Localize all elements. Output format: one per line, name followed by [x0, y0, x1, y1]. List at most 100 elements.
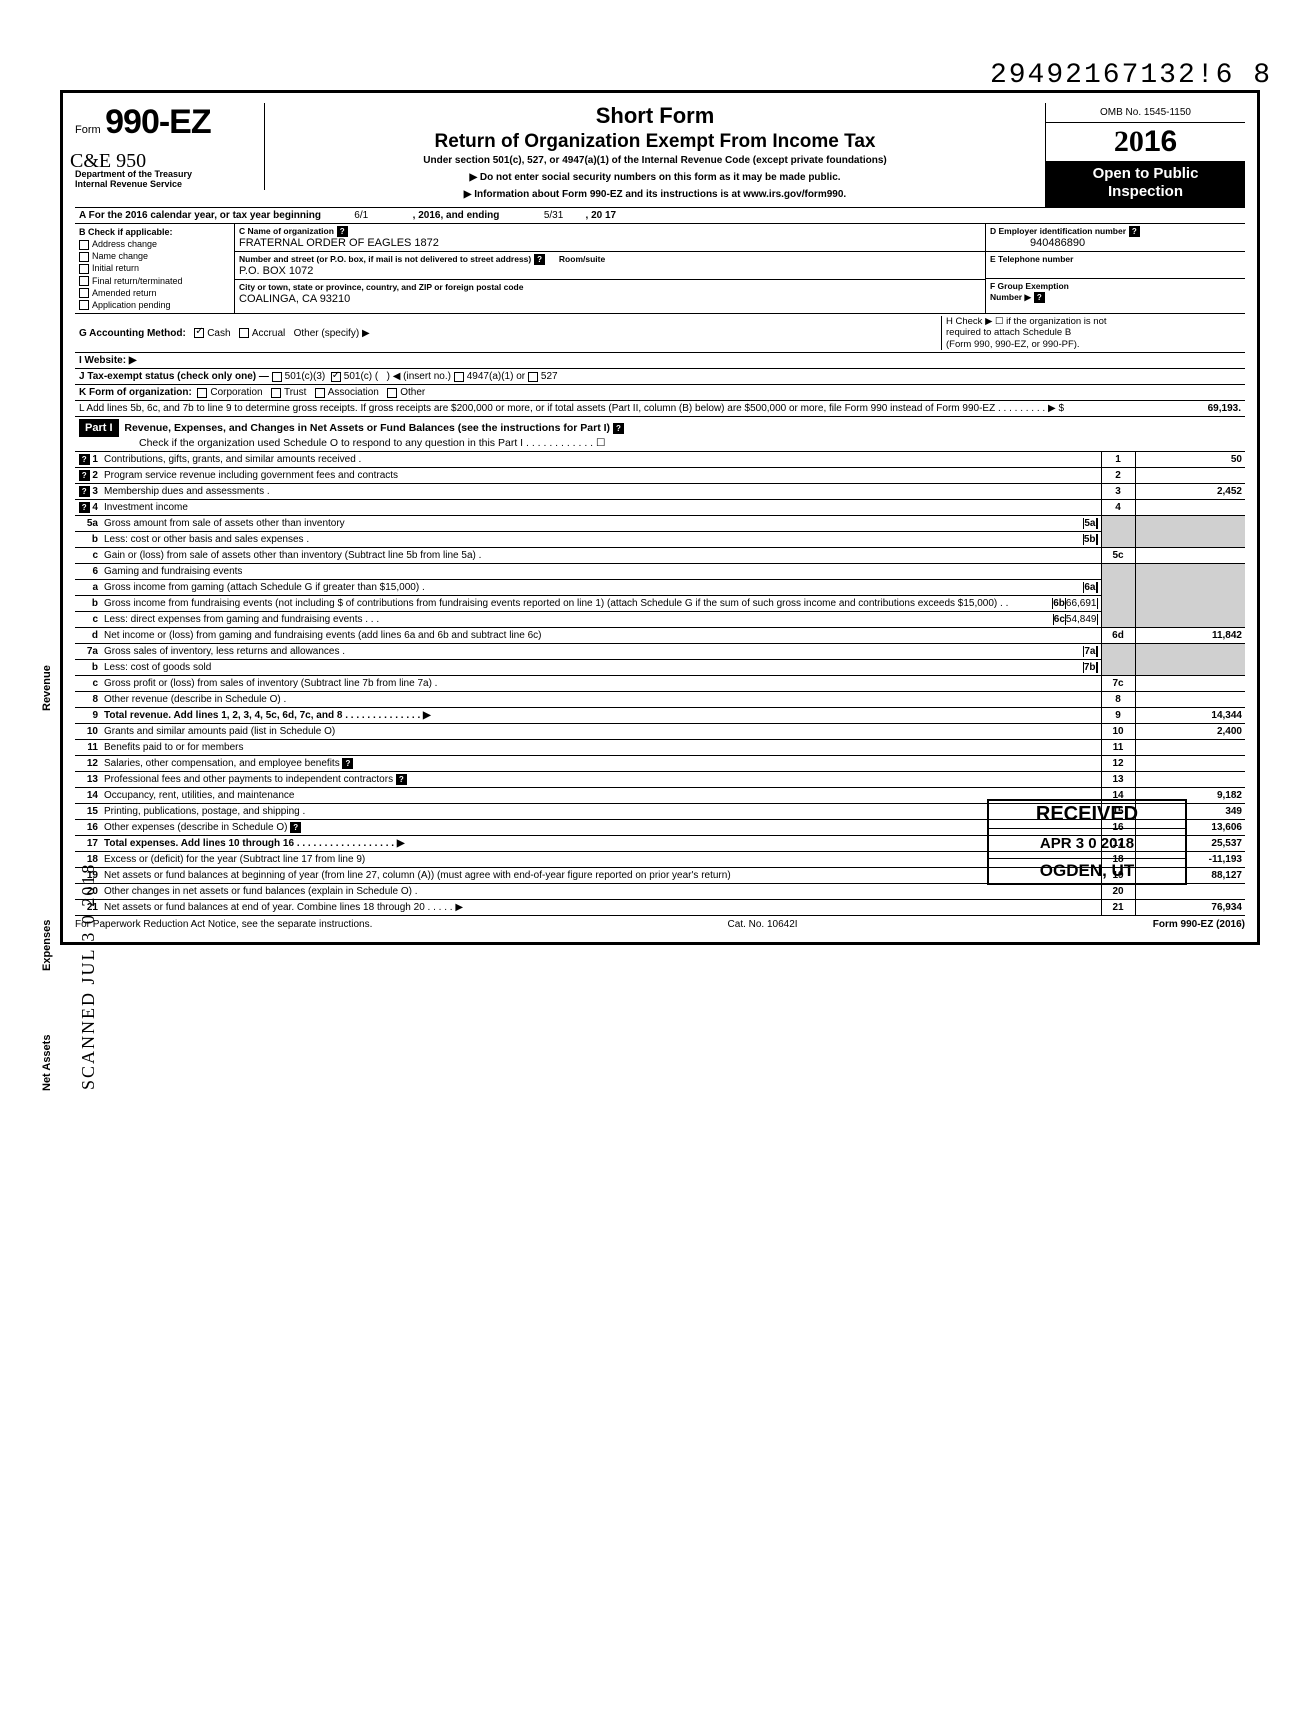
- dept-line2: Internal Revenue Service: [75, 180, 256, 190]
- table-row: bLess: cost of goods sold 7b: [75, 660, 1245, 676]
- k-assoc: Association: [328, 387, 379, 398]
- table-row: 9Total revenue. Add lines 1, 2, 3, 4, 5c…: [75, 708, 1245, 724]
- city-label: City or town, state or province, country…: [239, 282, 523, 292]
- h-line2: required to attach Schedule B: [946, 327, 1241, 338]
- stamp-date: APR 3 0 2018: [989, 829, 1185, 859]
- form-border: Form 990-EZ Department of the Treasury I…: [60, 90, 1260, 945]
- footer-right: Form 990-EZ (2016): [1153, 919, 1245, 930]
- check-501c[interactable]: [331, 372, 341, 382]
- tax-year: 2016: [1046, 123, 1245, 161]
- city-row: City or town, state or province, country…: [235, 279, 985, 307]
- table-row: cGross profit or (loss) from sales of in…: [75, 676, 1245, 692]
- form-number: 990-EZ: [105, 103, 211, 141]
- j-4947: 4947(a)(1) or: [467, 371, 525, 382]
- check-initial[interactable]: [79, 264, 89, 274]
- check-pending[interactable]: [79, 300, 89, 310]
- check-accrual[interactable]: [239, 328, 249, 338]
- table-row: 8Other revenue (describe in Schedule O) …: [75, 692, 1245, 708]
- accounting-row: G Accounting Method: Cash Accrual Other …: [75, 313, 1245, 352]
- c-label: C Name of organization: [239, 226, 334, 236]
- check-label-5: Application pending: [92, 300, 171, 310]
- check-final[interactable]: [79, 276, 89, 286]
- addr-label: Number and street (or P.O. box, if mail …: [239, 254, 531, 264]
- help-icon: ?: [613, 423, 624, 434]
- stamp-received: RECEIVED: [989, 801, 1185, 829]
- footer-row: For Paperwork Reduction Act Notice, see …: [75, 915, 1245, 930]
- k-other: Other: [400, 387, 425, 398]
- check-amended[interactable]: [79, 288, 89, 298]
- check-assoc[interactable]: [315, 388, 325, 398]
- d-label: D Employer identification number: [990, 226, 1126, 236]
- part1-check: Check if the organization used Schedule …: [79, 437, 1241, 449]
- period-label: A For the 2016 calendar year, or tax yea…: [79, 210, 321, 221]
- f-label2: Number ▶: [990, 292, 1031, 302]
- part1-header: Part I: [79, 419, 119, 437]
- table-row: 20Other changes in net assets or fund ba…: [75, 884, 1245, 900]
- i-label: I Website: ▶: [79, 355, 137, 366]
- check-cash[interactable]: [194, 328, 204, 338]
- footer-left: For Paperwork Reduction Act Notice, see …: [75, 919, 372, 930]
- open-line1: Open to Public: [1046, 165, 1245, 183]
- footer-mid: Cat. No. 10642I: [728, 919, 798, 930]
- k-label: K Form of organization:: [79, 387, 192, 398]
- period-mid: , 2016, and ending: [413, 210, 500, 221]
- website-row: I Website: ▶: [75, 352, 1245, 368]
- check-header: B Check if applicable:: [79, 227, 173, 237]
- l-text: L Add lines 5b, 6c, and 7b to line 9 to …: [79, 403, 1131, 414]
- check-other[interactable]: [387, 388, 397, 398]
- title-cell: Short Form Return of Organization Exempt…: [265, 103, 1045, 200]
- table-row: 10Grants and similar amounts paid (list …: [75, 724, 1245, 740]
- room-label: Room/suite: [559, 254, 605, 264]
- table-row: 11Benefits paid to or for members11: [75, 740, 1245, 756]
- j-c3: 501(c)(3): [285, 371, 326, 382]
- org-city: COALINGA, CA 93210: [239, 293, 350, 305]
- h-line1: H Check ▶ ☐ if the organization is not: [946, 316, 1241, 327]
- part1-title: Revenue, Expenses, and Changes in Net As…: [124, 422, 610, 434]
- received-stamp: RECEIVED APR 3 0 2018 OGDEN, UT: [987, 799, 1187, 885]
- short-form-title: Short Form: [273, 103, 1037, 129]
- check-label-4: Amended return: [92, 288, 157, 298]
- table-row: ? 4Investment income4: [75, 500, 1245, 516]
- table-row: cLess: direct expenses from gaming and f…: [75, 612, 1245, 628]
- l-row: L Add lines 5b, 6c, and 7b to line 9 to …: [75, 400, 1245, 416]
- subtitle: Under section 501(c), 527, or 4947(a)(1)…: [273, 155, 1037, 166]
- check-address[interactable]: [79, 240, 89, 250]
- g-accrual: Accrual: [252, 328, 285, 339]
- year-bold: 16: [1144, 125, 1177, 158]
- help-icon: ?: [1129, 226, 1140, 237]
- section-expenses: Expenses: [41, 920, 53, 971]
- j-c: 501(c) (: [344, 371, 378, 382]
- form-number-cell: Form 990-EZ Department of the Treasury I…: [75, 103, 265, 190]
- period-end: 5/31: [544, 210, 563, 221]
- table-row: aGross income from gaming (attach Schedu…: [75, 580, 1245, 596]
- period-row: A For the 2016 calendar year, or tax yea…: [75, 207, 1245, 223]
- check-corp[interactable]: [197, 388, 207, 398]
- check-label-1: Name change: [92, 251, 148, 261]
- table-row: ? 2Program service revenue including gov…: [75, 468, 1245, 484]
- e-label: E Telephone number: [990, 254, 1073, 264]
- table-row: bLess: cost or other basis and sales exp…: [75, 532, 1245, 548]
- omb-number: OMB No. 1545-1150: [1046, 103, 1245, 123]
- j-527: 527: [541, 371, 558, 382]
- check-4947[interactable]: [454, 372, 464, 382]
- table-row: bGross income from fundraising events (n…: [75, 596, 1245, 612]
- check-501c3[interactable]: [272, 372, 282, 382]
- g-cash: Cash: [207, 328, 230, 339]
- table-row: cGain or (loss) from sale of assets othe…: [75, 548, 1245, 564]
- stamp-place: OGDEN, UT: [989, 859, 1185, 883]
- section-net: Net Assets: [41, 1035, 53, 1091]
- h-line3: (Form 990, 990-EZ, or 990-PF).: [946, 339, 1241, 350]
- table-row: 21Net assets or fund balances at end of …: [75, 900, 1245, 916]
- check-527[interactable]: [528, 372, 538, 382]
- ein-block: D Employer identification number ? 94048…: [985, 224, 1245, 313]
- help-icon: ?: [534, 254, 545, 265]
- tax-status-row: J Tax-exempt status (check only one) — 5…: [75, 368, 1245, 384]
- check-label-3: Final return/terminated: [92, 276, 183, 286]
- help-icon: ?: [1034, 292, 1045, 303]
- f-label: F Group Exemption: [990, 281, 1069, 291]
- section-revenue: Revenue: [41, 665, 53, 711]
- check-trust[interactable]: [271, 388, 281, 398]
- k-trust: Trust: [284, 387, 306, 398]
- check-name[interactable]: [79, 252, 89, 262]
- org-info-row: B Check if applicable: Address change Na…: [75, 223, 1245, 313]
